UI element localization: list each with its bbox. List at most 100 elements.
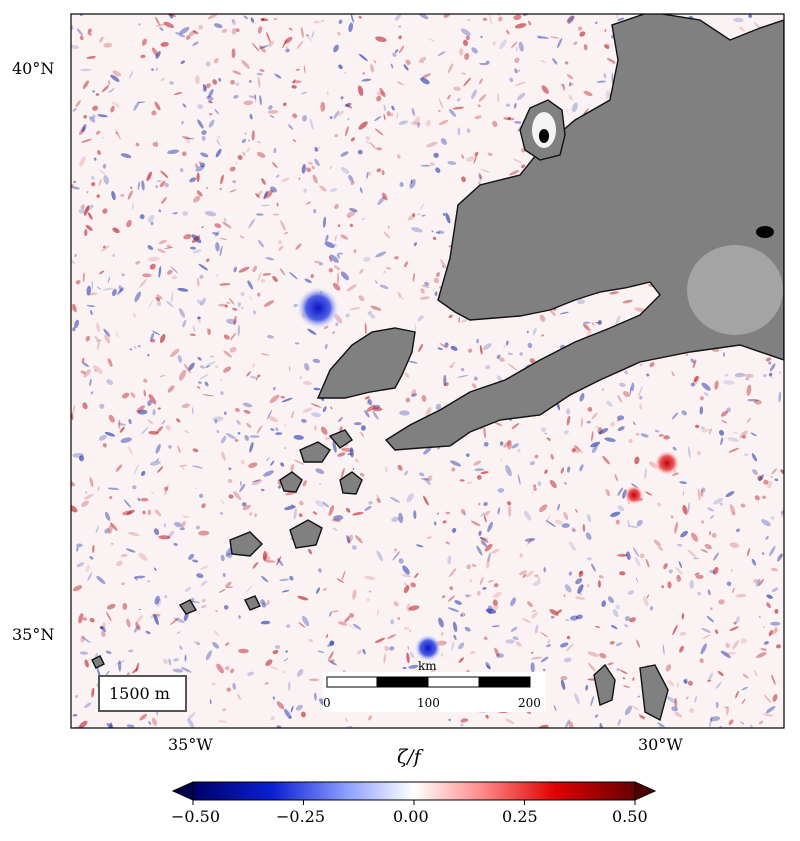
colorbar-extend-low [171,781,194,801]
vorticity-speckle [701,520,705,524]
vorticity-speckle [403,585,410,594]
vorticity-speckle [463,613,466,616]
vorticity-speckle [411,107,416,117]
vorticity-speckle [640,363,643,367]
vorticity-speckle [571,102,578,113]
vorticity-speckle [476,545,483,556]
vorticity-speckle [296,668,304,677]
vorticity-speckle [494,421,503,427]
vorticity-speckle [155,458,160,462]
vorticity-speckle [569,82,574,87]
vorticity-speckle [207,328,211,335]
vorticity-speckle [694,696,698,703]
vorticity-speckle [448,245,452,248]
vorticity-speckle [586,420,591,424]
vorticity-speckle [628,439,633,443]
vorticity-speckle [110,522,118,531]
vorticity-speckle [634,556,641,567]
vorticity-speckle [206,258,210,263]
vorticity-speckle [263,190,268,200]
vorticity-speckle [440,138,448,145]
vorticity-speckle [283,708,292,719]
vorticity-speckle [87,28,92,33]
vorticity-speckle [232,307,238,311]
vorticity-speckle [387,225,390,229]
vorticity-speckle [298,513,303,518]
vorticity-speckle [241,59,250,69]
vorticity-speckle [644,467,648,480]
vorticity-speckle [251,479,262,486]
vorticity-speckle [433,277,439,284]
vorticity-speckle [614,14,619,20]
vorticity-speckle [601,600,606,608]
vorticity-speckle [105,650,112,654]
vorticity-speckle [152,142,159,147]
vorticity-speckle [102,163,107,169]
vorticity-speckle [672,446,677,451]
vorticity-speckle [492,120,498,127]
vorticity-speckle [259,69,265,72]
vorticity-speckle [269,115,275,118]
vorticity-speckle [512,158,523,164]
vorticity-speckle [298,500,304,506]
vorticity-speckle [324,241,335,249]
vorticity-speckle [200,580,208,586]
vorticity-speckle [84,659,89,668]
vorticity-speckle [230,332,236,341]
vorticity-speckle [76,543,83,548]
vorticity-speckle [109,495,113,500]
vorticity-speckle [284,36,293,44]
vorticity-speckle [173,617,185,623]
vorticity-speckle [233,491,242,501]
vorticity-speckle [658,546,664,551]
vorticity-speckle [230,79,235,85]
vorticity-speckle [443,374,447,387]
vorticity-speckle [447,63,454,74]
vorticity-speckle [762,713,774,717]
vorticity-speckle [399,182,404,187]
vorticity-speckle [361,217,366,221]
vorticity-speckle [739,430,748,439]
vorticity-speckle [568,541,577,551]
vorticity-speckle [247,671,255,677]
vorticity-speckle [579,464,584,472]
vorticity-speckle [507,352,513,356]
vorticity-speckle [192,465,204,469]
shallow-core-c [756,226,774,238]
vorticity-speckle [772,694,778,702]
vorticity-speckle [309,678,320,682]
vorticity-speckle [707,507,715,512]
vorticity-speckle [364,575,376,580]
vorticity-speckle [85,564,91,572]
vorticity-speckle [314,692,317,701]
vorticity-speckle [487,579,494,583]
vorticity-speckle [464,626,471,632]
vorticity-speckle [283,447,287,450]
vorticity-speckle [99,36,104,43]
vorticity-speckle [71,481,75,487]
vorticity-speckle [140,470,146,476]
vorticity-speckle [181,120,184,125]
depth-box-frame [98,675,187,712]
vorticity-speckle [194,75,200,85]
vorticity-speckle [313,20,320,24]
vorticity-speckle [196,299,202,305]
vorticity-speckle [188,362,195,371]
vorticity-speckle [460,613,463,617]
vorticity-speckle [489,14,492,25]
vorticity-speckle [497,488,505,493]
vorticity-speckle [242,151,246,157]
vorticity-speckle [771,587,779,592]
vorticity-speckle [492,41,496,46]
vorticity-speckle [241,459,245,465]
vorticity-speckle [318,568,322,573]
vorticity-speckle [493,583,499,588]
vorticity-speckle [201,503,206,509]
vorticity-speckle [112,253,115,258]
vorticity-speckle [155,51,161,59]
vorticity-speckle [439,342,448,349]
vorticity-speckle [148,299,154,309]
vorticity-speckle [774,609,779,614]
vorticity-speckle [730,512,736,516]
vorticity-speckle [527,538,533,545]
